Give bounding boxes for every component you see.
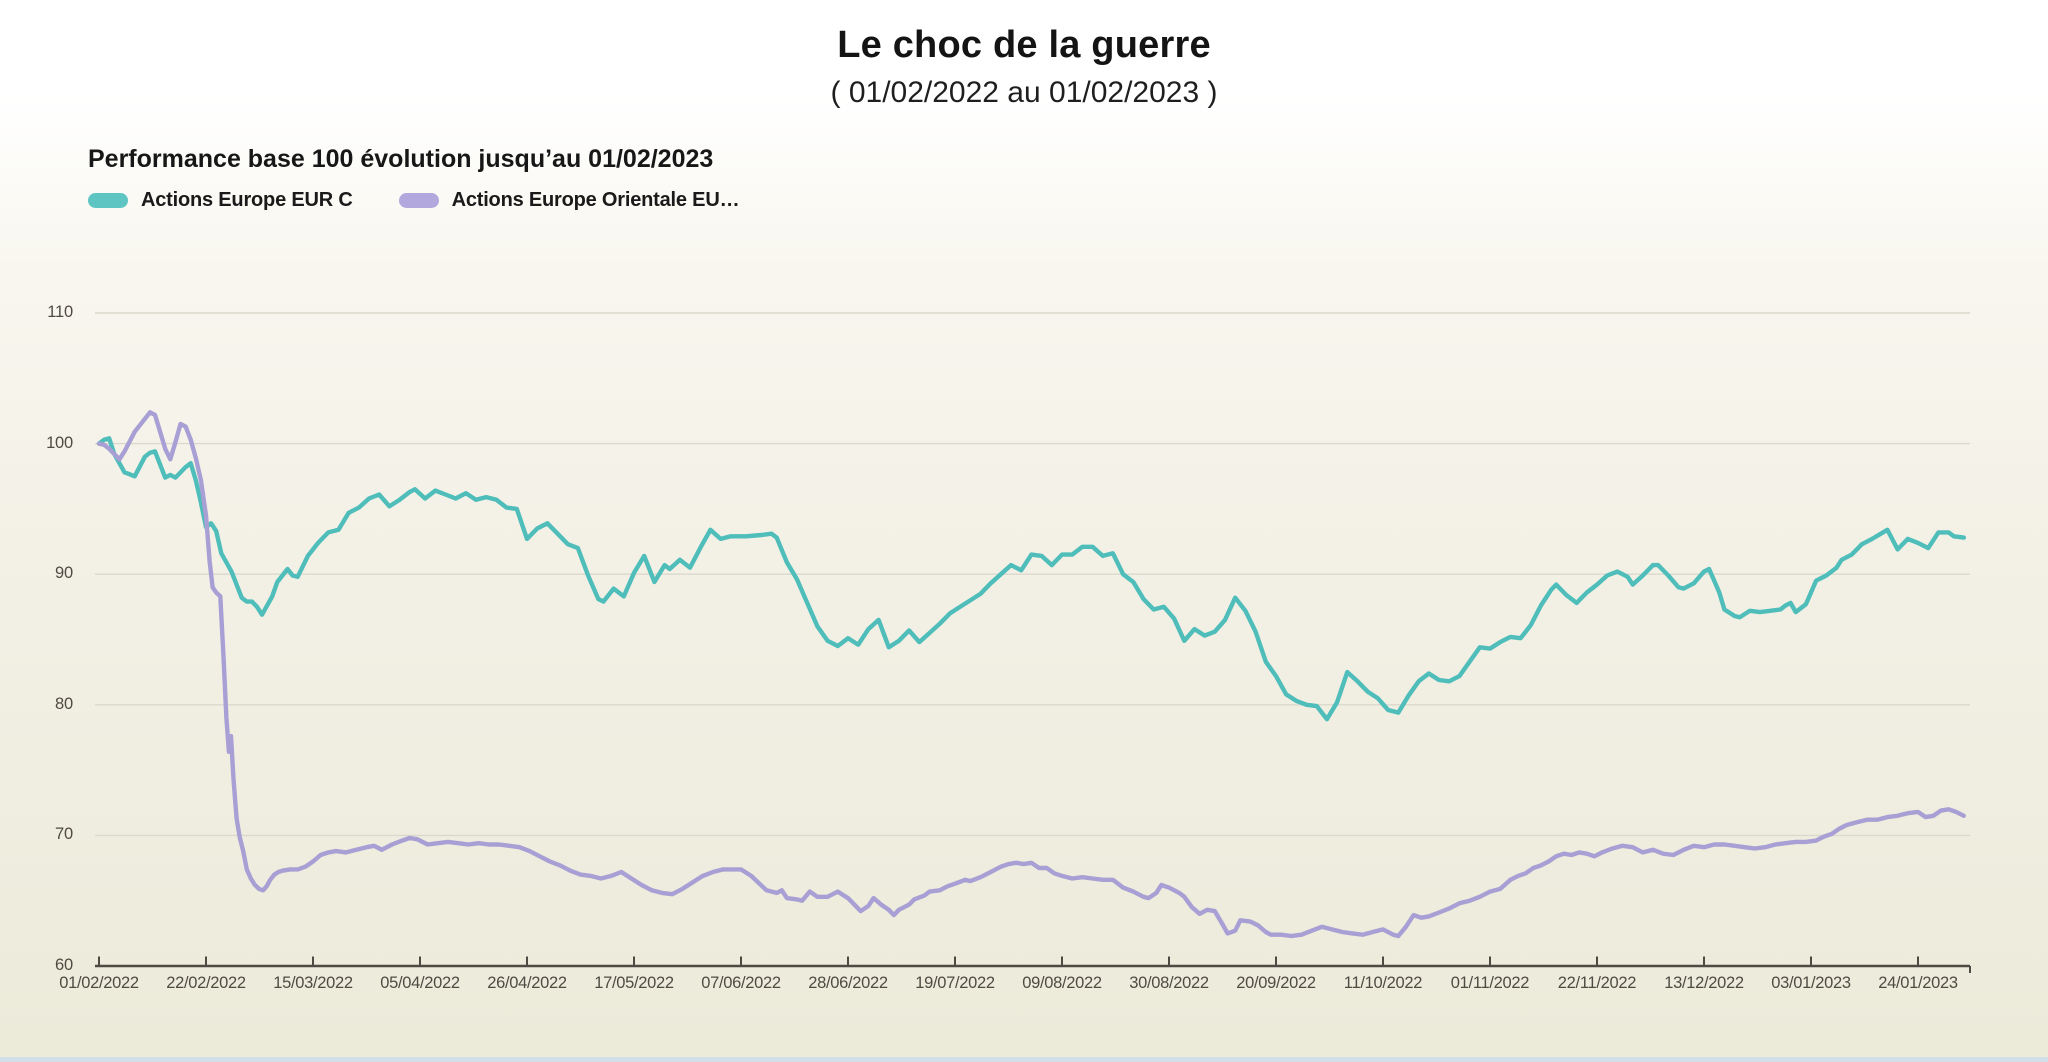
series-line-0 <box>96 436 1967 722</box>
x-axis-tick-label: 03/01/2023 <box>1771 974 1851 992</box>
chart-title: Performance base 100 évolution jusqu’au … <box>88 145 714 173</box>
x-axis-tick-label: 09/08/2022 <box>1022 974 1102 992</box>
legend-item-actions-europe-orientale[interactable]: Actions Europe Orientale EU… <box>398 189 740 212</box>
x-axis-tick-label: 30/08/2022 <box>1129 974 1209 992</box>
x-axis-tick-label: 07/06/2022 <box>701 974 781 992</box>
x-axis-tick-label: 15/03/2022 <box>273 974 353 992</box>
series-line-1 <box>96 410 1967 939</box>
x-axis-tick-label: 22/11/2022 <box>1557 974 1637 992</box>
window-bottom-edge <box>0 1057 2048 1062</box>
x-axis-tick-label: 13/12/2022 <box>1664 974 1744 992</box>
x-axis-tick-label: 01/02/2022 <box>59 974 139 992</box>
y-axis-tick-label: 60 <box>55 956 73 974</box>
x-axis-tick-label: 22/02/2022 <box>166 974 246 992</box>
x-axis-tick-label: 01/11/2022 <box>1450 974 1530 992</box>
y-axis-tick-label: 110 <box>47 303 73 321</box>
y-axis-tick-label: 70 <box>55 825 73 844</box>
x-axis-tick-label: 05/04/2022 <box>380 974 460 992</box>
y-axis-tick-label: 80 <box>55 694 73 713</box>
x-axis-tick-label: 24/01/2023 <box>1878 974 1958 992</box>
x-axis-tick-label: 17/05/2022 <box>594 974 674 992</box>
legend-swatch-purple-icon <box>398 193 439 208</box>
legend-item-actions-europe[interactable]: Actions Europe EUR C <box>88 189 353 212</box>
x-axis-tick-label: 19/07/2022 <box>915 974 995 992</box>
page-title: Le choc de la guerre <box>837 24 1211 66</box>
legend-swatch-teal-icon <box>88 193 128 208</box>
x-axis-tick-label: 11/10/2022 <box>1343 974 1423 992</box>
y-axis-tick-label: 90 <box>55 564 73 583</box>
x-axis-tick-label: 26/04/2022 <box>487 974 567 992</box>
chart-legend: Actions Europe EUR C Actions Europe Orie… <box>88 189 740 212</box>
page-subtitle: ( 01/02/2022 au 01/02/2023 ) <box>830 76 1218 109</box>
x-axis-tick-label: 20/09/2022 <box>1236 974 1316 992</box>
x-axis-tick-label: 28/06/2022 <box>808 974 888 992</box>
y-axis-tick-label: 100 <box>46 433 73 452</box>
legend-label: Actions Europe EUR C <box>141 189 353 211</box>
legend-label: Actions Europe Orientale EU… <box>451 189 740 211</box>
